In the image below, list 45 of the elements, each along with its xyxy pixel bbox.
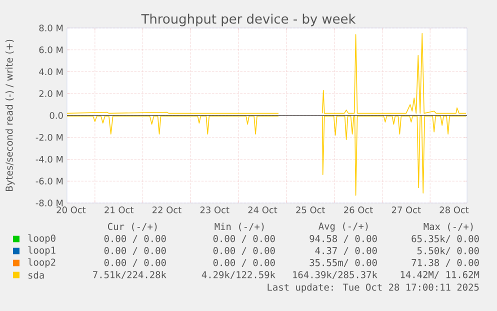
text: Min (-/+) bbox=[214, 222, 264, 232]
y-tick-label: 0.0 bbox=[50, 112, 63, 119]
chart-title: Throughput per device - by week bbox=[141, 14, 356, 26]
text: Cur (-/+) bbox=[108, 222, 157, 232]
legend-label: loop1 bbox=[28, 246, 56, 256]
y-tick-label: 2.0 M bbox=[39, 90, 63, 98]
x-tick-label: 26 Oct bbox=[344, 206, 373, 214]
y-tick-label: 6.0 M bbox=[39, 46, 63, 54]
text: 14.42M/ 11.62M bbox=[400, 271, 480, 279]
x-tick-label: 24 Oct bbox=[248, 206, 278, 214]
text: 4.29k/122.59k bbox=[202, 270, 276, 280]
x-tick-label: 25 Oct bbox=[296, 206, 326, 214]
text: 7.51k/224.28k bbox=[93, 270, 166, 280]
legend-label: loop0 bbox=[28, 234, 56, 244]
legend-label: sda bbox=[28, 271, 44, 279]
y-tick-label: -2.0 M bbox=[36, 134, 63, 141]
y-tick-label: -8.0 M bbox=[36, 200, 63, 206]
x-tick-label: 20 Oct bbox=[56, 206, 86, 214]
y-tick-label: -6.0 M bbox=[36, 178, 63, 185]
x-tick-label: 22 Oct bbox=[152, 206, 182, 214]
text: 0.00 / 0.00 bbox=[104, 247, 166, 255]
text: 71.38 / 0.00 bbox=[412, 259, 479, 267]
text: 5.50k/ 0.00 bbox=[417, 246, 479, 256]
text: 164.39k/285.37k bbox=[293, 270, 378, 280]
legend-label: loop2 bbox=[28, 258, 56, 268]
text: Avg (-/+) bbox=[318, 222, 368, 232]
text: 0.00 / 0.00 bbox=[213, 235, 275, 243]
x-tick-label: 27 Oct bbox=[392, 206, 421, 214]
y-axis-title: Bytes/second read (-) / write (+) bbox=[5, 40, 15, 192]
x-tick-label: 21 Oct bbox=[104, 206, 134, 214]
text: Max (-/+) bbox=[424, 222, 473, 232]
y-tick-label: 8.0 M bbox=[39, 24, 63, 32]
text: 0.00 / 0.00 bbox=[213, 247, 275, 255]
text: 0.00 / 0.00 bbox=[213, 259, 275, 267]
y-tick-label: -4.0 M bbox=[36, 156, 63, 163]
y-tick-label: 4.0 M bbox=[39, 68, 63, 76]
text: Last update: Tue Oct 28 17:00:11 2025 bbox=[268, 283, 479, 293]
x-tick-label: 28 Oct bbox=[440, 206, 469, 214]
text: 0.00 / 0.00 bbox=[104, 259, 166, 267]
text: 35.55m/ 0.00 bbox=[310, 259, 377, 267]
text: 94.58 / 0.00 bbox=[310, 235, 377, 243]
x-tick-label: 23 Oct bbox=[200, 206, 230, 214]
text: 4.37 / 0.00 bbox=[315, 247, 377, 255]
text: 0.00 / 0.00 bbox=[104, 235, 166, 243]
text: 65.35k/ 0.00 bbox=[412, 234, 479, 244]
